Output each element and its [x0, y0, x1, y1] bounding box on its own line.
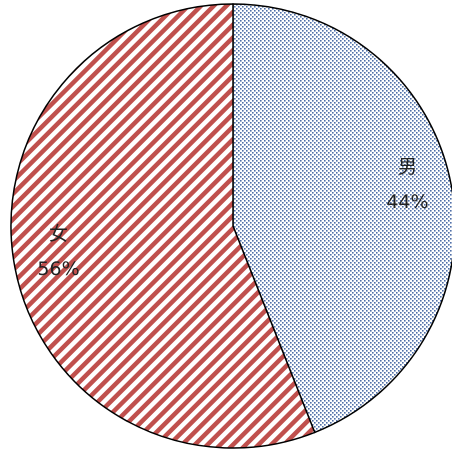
slice-category-label: 女	[49, 223, 68, 245]
slice-category-label: 男	[398, 156, 417, 178]
slice-value-label: 44%	[386, 191, 428, 213]
pie-slice	[10, 3, 316, 449]
pie-slice	[232, 3, 452, 434]
slice-value-label: 56%	[37, 258, 79, 280]
